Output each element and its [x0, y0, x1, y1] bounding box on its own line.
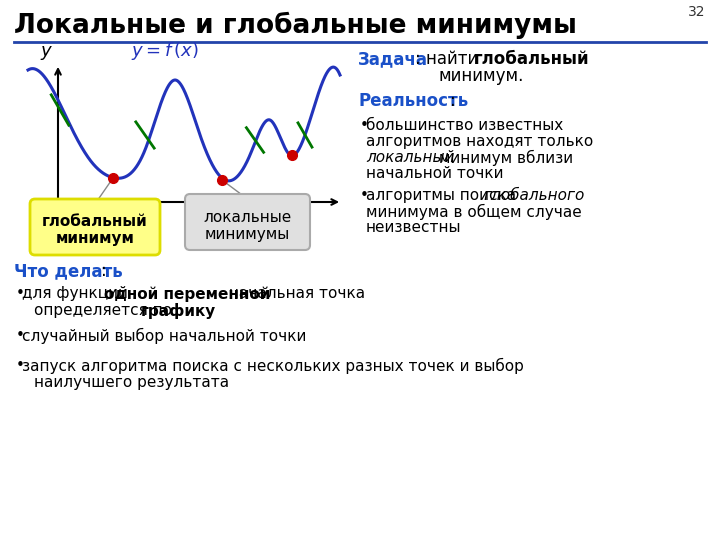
Text: большинство известных: большинство известных — [366, 118, 563, 133]
Text: Локальные и глобальные минимумы: Локальные и глобальные минимумы — [14, 12, 577, 39]
Text: глобального: глобального — [483, 188, 585, 203]
Text: одной переменной: одной переменной — [104, 286, 271, 301]
Text: :: : — [101, 262, 107, 280]
Text: 32: 32 — [688, 5, 705, 19]
Text: глобальный: глобальный — [474, 50, 590, 68]
Text: : найти: : найти — [415, 50, 484, 68]
Text: алгоритмов находят только: алгоритмов находят только — [366, 134, 593, 149]
Text: глобальный: глобальный — [42, 214, 148, 230]
Text: минимумы: минимумы — [205, 226, 290, 241]
Text: $y = f\/(x)$: $y = f\/(x)$ — [131, 40, 199, 62]
Text: графику: графику — [141, 303, 216, 319]
Text: алгоритмы поиска: алгоритмы поиска — [366, 188, 521, 203]
Text: •: • — [16, 358, 25, 373]
FancyBboxPatch shape — [185, 194, 310, 250]
Text: Что делать: Что делать — [14, 262, 122, 280]
Text: начальная точка: начальная точка — [224, 286, 365, 301]
Text: y: y — [41, 42, 51, 60]
Text: локальные: локальные — [203, 210, 292, 225]
Text: случайный выбор начальной точки: случайный выбор начальной точки — [22, 328, 307, 344]
Text: неизвестны: неизвестны — [366, 220, 462, 235]
Text: минимума в общем случае: минимума в общем случае — [366, 204, 582, 220]
Text: для функций: для функций — [22, 286, 132, 301]
Text: •: • — [16, 286, 25, 301]
Text: наилучшего результата: наилучшего результата — [34, 375, 229, 390]
Text: минимум: минимум — [55, 232, 135, 246]
Text: •: • — [360, 188, 369, 203]
Text: 0: 0 — [40, 204, 50, 219]
Text: начальной точки: начальной точки — [366, 166, 503, 181]
Text: минимум вблизи: минимум вблизи — [434, 150, 573, 166]
Text: •: • — [360, 118, 369, 133]
FancyBboxPatch shape — [30, 199, 160, 255]
Text: •: • — [16, 328, 25, 343]
Text: Задача: Задача — [358, 50, 428, 68]
Text: Реальность: Реальность — [358, 92, 468, 110]
Text: определяется по: определяется по — [34, 303, 177, 318]
Text: :: : — [450, 92, 456, 110]
Text: минимум.: минимум. — [438, 67, 523, 85]
Text: запуск алгоритма поиска с нескольких разных точек и выбор: запуск алгоритма поиска с нескольких раз… — [22, 358, 524, 374]
Text: локальный: локальный — [366, 150, 454, 165]
